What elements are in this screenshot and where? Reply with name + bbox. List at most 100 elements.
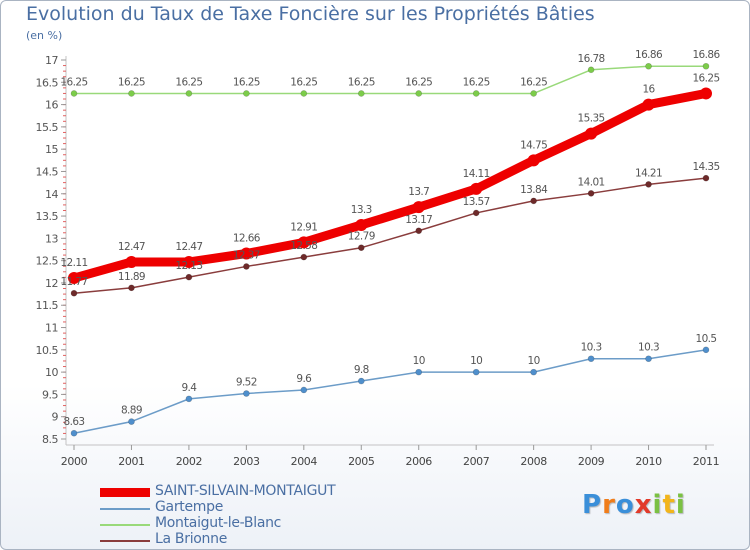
x-tick-label: 2001 bbox=[118, 455, 144, 468]
data-label: 12.37 bbox=[233, 249, 260, 261]
data-point bbox=[185, 395, 193, 403]
data-point bbox=[128, 284, 135, 292]
data-label: 12.91 bbox=[290, 221, 317, 233]
y-tick-label: 11 bbox=[45, 322, 58, 335]
data-point bbox=[472, 90, 480, 97]
chart-title: Evolution du Taux de Taxe Foncière sur l… bbox=[26, 3, 595, 25]
data-point bbox=[297, 236, 310, 249]
data-label: 16.78 bbox=[578, 53, 605, 65]
data-label: 12.79 bbox=[348, 231, 375, 243]
legend-item: SAINT-SILVAIN-MONTAIGUT bbox=[100, 483, 420, 500]
data-point bbox=[243, 263, 250, 270]
chart-subtitle: (en %) bbox=[26, 29, 63, 42]
data-label: 13.7 bbox=[408, 186, 429, 198]
chart-series bbox=[68, 62, 712, 437]
data-point bbox=[240, 247, 253, 260]
data-label: 16.25 bbox=[290, 76, 317, 88]
logo-letter: x bbox=[634, 490, 653, 520]
data-point bbox=[587, 66, 595, 74]
data-point bbox=[415, 368, 423, 376]
data-point bbox=[530, 90, 537, 97]
legend-item: Montaigut-le-Blanc bbox=[100, 515, 420, 532]
legend-label: Gartempe bbox=[155, 499, 224, 515]
data-label: 16.25 bbox=[463, 76, 490, 88]
y-tick-label: 11.5 bbox=[36, 299, 59, 312]
series-line bbox=[69, 88, 711, 283]
data-label: 14.01 bbox=[578, 176, 605, 188]
data-label: 9.6 bbox=[296, 373, 312, 385]
data-label: 13.84 bbox=[520, 184, 548, 196]
data-label: 12.66 bbox=[233, 233, 261, 245]
data-point bbox=[527, 154, 540, 167]
data-label: 10.3 bbox=[638, 342, 659, 354]
series-la-brionne bbox=[70, 174, 710, 297]
x-tick-label: 2000 bbox=[61, 455, 88, 468]
data-point bbox=[357, 90, 365, 97]
data-label: 11.89 bbox=[118, 271, 145, 283]
data-point bbox=[702, 174, 710, 182]
logo-letter: P bbox=[582, 490, 603, 520]
data-label: 8.89 bbox=[121, 405, 142, 417]
series-line bbox=[73, 177, 707, 294]
legend-swatch bbox=[100, 508, 150, 510]
data-label: 10 bbox=[528, 355, 540, 367]
chart-data-labels: 12.11 12.47 12.47 12.66 12.91 13.3 13.7 14.11 14… bbox=[60, 49, 721, 428]
data-label: 16.25 bbox=[233, 76, 260, 88]
data-label: 9.8 bbox=[354, 364, 369, 376]
data-label: 14.21 bbox=[635, 167, 662, 179]
data-label: 13.57 bbox=[463, 196, 490, 208]
y-tick-label: 14 bbox=[45, 188, 58, 201]
y-tick-label: 16 bbox=[45, 99, 58, 112]
x-tick-label: 2008 bbox=[520, 455, 547, 468]
legend-item: Gartempe bbox=[100, 499, 420, 516]
x-tick-label: 2002 bbox=[176, 455, 202, 468]
data-label: 10 bbox=[470, 355, 482, 367]
data-label: 9.4 bbox=[181, 382, 197, 394]
data-point bbox=[642, 98, 655, 111]
data-point bbox=[702, 346, 710, 354]
data-label: 12.13 bbox=[175, 260, 202, 272]
x-tick-label: 2004 bbox=[291, 455, 318, 468]
logo-letter: t bbox=[662, 490, 676, 520]
legend-swatch bbox=[100, 524, 150, 526]
data-point bbox=[125, 255, 138, 268]
x-tick-label: 2003 bbox=[233, 455, 260, 468]
y-tick-label: 15 bbox=[45, 143, 58, 156]
data-point bbox=[530, 197, 537, 205]
data-label: 12.11 bbox=[60, 257, 87, 269]
legend-label: Montaigut-le-Blanc bbox=[155, 515, 282, 531]
chart-axes: 8.5 9 9.5 10 10.5 11 11.5 12 12.5 13 13.5 14 14.5 15 1… bbox=[36, 54, 720, 468]
x-tick-label: 2010 bbox=[635, 455, 662, 468]
legend-label: La Brionne bbox=[155, 531, 228, 547]
logo-letter: r bbox=[602, 490, 616, 520]
data-label: 16.86 bbox=[692, 49, 720, 61]
series-line bbox=[73, 349, 707, 434]
data-point bbox=[587, 355, 595, 363]
data-point bbox=[182, 255, 195, 268]
y-tick-label: 14.5 bbox=[36, 165, 59, 178]
data-point bbox=[70, 429, 78, 437]
data-label: 14.35 bbox=[692, 161, 719, 173]
data-point bbox=[585, 127, 598, 140]
y-tick-label: 15.5 bbox=[36, 121, 59, 134]
data-label: 15.35 bbox=[578, 113, 605, 125]
data-label: 10 bbox=[413, 355, 425, 367]
legend-label: SAINT-SILVAIN-MONTAIGUT bbox=[155, 483, 336, 499]
legend-swatch bbox=[100, 488, 150, 497]
data-label: 16.86 bbox=[635, 49, 663, 61]
y-tick-label: 16.5 bbox=[36, 76, 59, 89]
data-point bbox=[185, 90, 193, 97]
data-label: 16.25 bbox=[118, 76, 145, 88]
y-tick-label: 12.5 bbox=[36, 255, 59, 268]
data-point bbox=[700, 87, 712, 100]
y-tick-label: 9.5 bbox=[42, 388, 58, 401]
data-label: 14.75 bbox=[520, 139, 547, 151]
data-label: 16.25 bbox=[175, 76, 202, 88]
legend-swatch bbox=[100, 540, 150, 542]
data-label: 16.25 bbox=[692, 72, 719, 84]
series-saint-silvain-montaigut bbox=[68, 87, 712, 285]
x-tick-label: 2011 bbox=[693, 455, 719, 468]
data-point bbox=[472, 209, 480, 217]
